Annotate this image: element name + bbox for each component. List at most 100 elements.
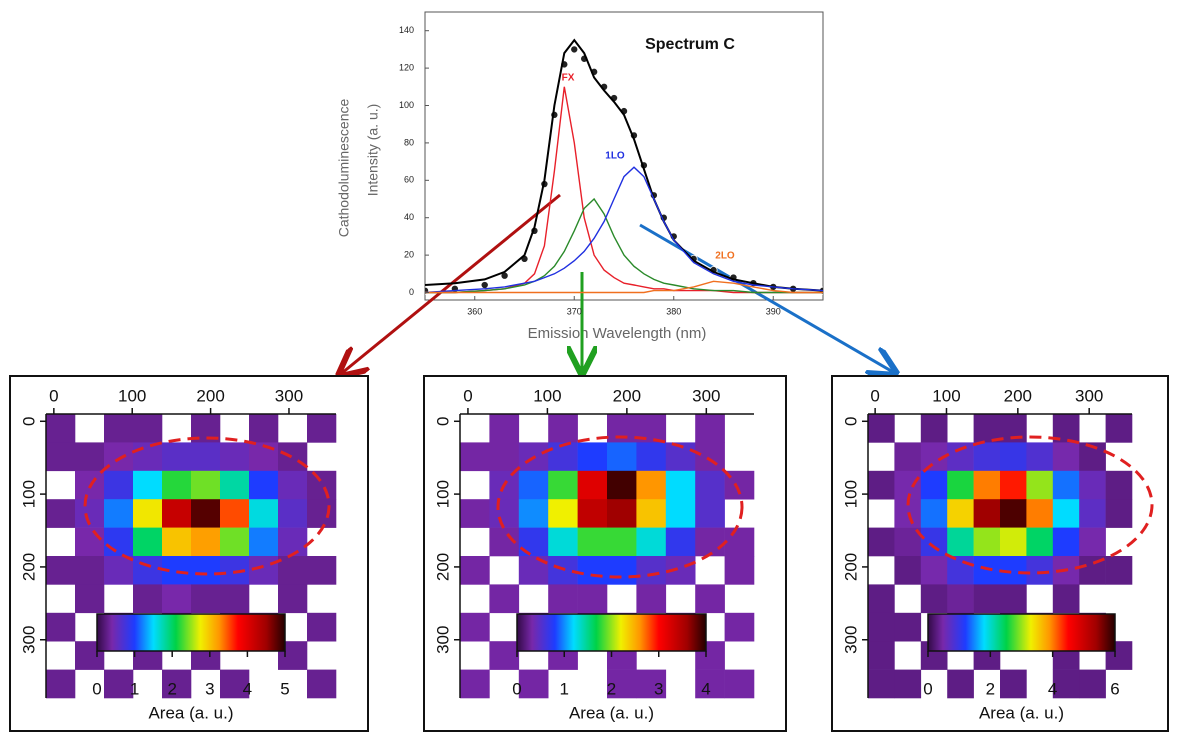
- map-cell: [220, 556, 250, 585]
- map-cell: [577, 556, 608, 585]
- map-cell: [1079, 527, 1106, 557]
- map-cell: [1000, 584, 1027, 614]
- map-cell: [191, 470, 221, 500]
- fit-line: [425, 86, 823, 294]
- map-cell: [695, 669, 725, 699]
- map-cell: [920, 499, 948, 528]
- map-cell: [868, 641, 895, 670]
- colorbar-tick-label: 1: [560, 679, 569, 698]
- map-cell: [947, 556, 974, 585]
- map-cell: [636, 527, 667, 557]
- map-cell: [695, 499, 725, 528]
- map-cell: [518, 499, 549, 528]
- map-cell: [46, 442, 76, 472]
- fit-line: [425, 197, 823, 294]
- map-cell: [307, 470, 337, 500]
- fit-line: [425, 38, 823, 292]
- colorbar-tick-label: 0: [512, 679, 521, 698]
- map-cell: [307, 556, 337, 585]
- map-cell: [460, 556, 490, 585]
- map-cell: [104, 556, 134, 585]
- y-tick-label: 20: [404, 249, 414, 259]
- map-cell: [577, 527, 608, 557]
- map-cell: [1052, 499, 1080, 528]
- map-cell: [894, 442, 922, 472]
- map-cell: [46, 499, 76, 528]
- map-cell: [636, 556, 667, 585]
- map-cell: [1105, 499, 1133, 528]
- map-cell: [489, 584, 520, 614]
- map-cell: [1000, 442, 1027, 472]
- map-cell: [278, 442, 308, 472]
- map-cell: [920, 414, 948, 443]
- map-cell: [577, 584, 608, 614]
- map-cell: [920, 527, 948, 557]
- map-panel: 0 100 200 300 0 100 200 300 0 1 2 3 4 5 Area (a. u.): [9, 375, 369, 732]
- map-cell: [46, 669, 76, 699]
- colorbar: [96, 613, 286, 652]
- colorbar-label: Area (a. u.): [569, 703, 654, 722]
- map-cell: [577, 442, 608, 472]
- map-cell: [133, 499, 163, 528]
- map-cell: [133, 556, 163, 585]
- data-point: [570, 45, 579, 54]
- map-panel: 0 100 200 300 0 100 200 300 0 1 2 3 4 Area (a. u.): [423, 375, 787, 732]
- map-panel: 0 100 200 300 0 100 200 300 0 2 4 6 Area (a. u.): [831, 375, 1169, 732]
- map-cell: [636, 470, 667, 500]
- map-cell: [973, 499, 1001, 528]
- y-tick-label: 0: [409, 287, 414, 297]
- colorbar-tick-label: 3: [205, 679, 214, 698]
- map-cell: [973, 556, 1001, 585]
- map-cell: [46, 612, 76, 642]
- map-cell: [695, 442, 725, 472]
- map-cell: [636, 584, 667, 614]
- colorbar-label: Area (a. u.): [148, 703, 233, 722]
- map-cell: [695, 584, 725, 614]
- colorbar-tick-label: 2: [167, 679, 176, 698]
- map-cell: [1000, 669, 1027, 699]
- map-cell: [220, 669, 250, 699]
- map-cell: [220, 527, 250, 557]
- map-cell: [220, 499, 250, 528]
- x-tick-label: 390: [766, 306, 781, 316]
- map-cell: [104, 414, 134, 443]
- colorbar-tick-label: 6: [1110, 679, 1119, 698]
- map-cell: [607, 442, 637, 472]
- map-cell: [249, 527, 279, 557]
- y-tick-label: 40: [404, 212, 414, 222]
- map-cell: [133, 414, 163, 443]
- map-cell: [973, 414, 1001, 443]
- colorbar-label: Area (a. u.): [979, 703, 1064, 722]
- x-tick-label: 200: [1004, 386, 1032, 405]
- map-cell: [278, 556, 308, 585]
- colorbar-tick-label: 5: [280, 679, 289, 698]
- map-cell: [1026, 470, 1054, 500]
- map-cell: [1052, 442, 1080, 472]
- map-cell: [548, 414, 578, 443]
- map-cell: [162, 527, 192, 557]
- y-tick-label: 100: [433, 480, 452, 508]
- colorbar-tick-label: 3: [654, 679, 663, 698]
- map-cell: [460, 612, 490, 642]
- map-cell: [973, 442, 1001, 472]
- map-cell: [162, 442, 192, 472]
- map-cell: [973, 470, 1001, 500]
- map-cell: [636, 499, 667, 528]
- map-cell: [868, 612, 895, 642]
- colorbar: [516, 613, 707, 652]
- spectrum-plot: [425, 38, 823, 295]
- map-cell: [1052, 669, 1080, 699]
- series-label: 2LO: [715, 251, 735, 262]
- map-cell: [104, 527, 134, 557]
- map-cell: [636, 442, 667, 472]
- map-cell: [548, 470, 578, 500]
- map-cell: [868, 470, 895, 500]
- colorbar-tick-label: 4: [701, 679, 710, 698]
- colorbar: [927, 613, 1116, 652]
- map-cell: [1026, 556, 1054, 585]
- map-cell: [636, 669, 667, 699]
- map-cell: [46, 414, 76, 443]
- map-cell: [518, 669, 549, 699]
- map-cell: [724, 527, 755, 557]
